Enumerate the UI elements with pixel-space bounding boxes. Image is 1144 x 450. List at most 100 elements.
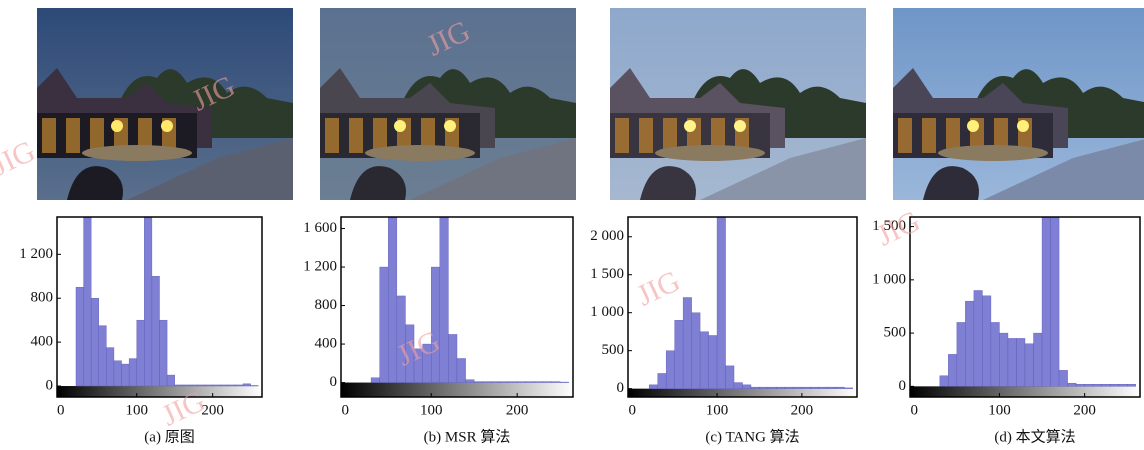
histogram-bar xyxy=(379,266,389,383)
photo xyxy=(610,8,866,200)
histogram-bar xyxy=(1092,384,1102,387)
histogram-bar xyxy=(90,298,99,387)
y-tick-label: 1 000 xyxy=(590,304,624,320)
photo xyxy=(320,8,576,200)
histogram-chart: 0 500 1 000 1 500 2 000 0 100 200 (c) TANG 算法 xyxy=(590,216,858,445)
histogram-bar xyxy=(113,360,122,387)
caption: (b) MSR 算法 xyxy=(424,427,511,445)
histogram-bar xyxy=(473,381,483,383)
y-tick-label: 800 xyxy=(31,290,54,306)
histogram-bar xyxy=(742,384,752,389)
y-tick-label: 400 xyxy=(31,334,54,350)
histogram-bar xyxy=(1050,216,1060,387)
histogram-bar xyxy=(982,295,992,387)
photo-deck xyxy=(983,139,1144,200)
photo-window xyxy=(946,118,960,153)
gray-scale-strip xyxy=(57,386,262,397)
histogram-bar xyxy=(674,320,684,389)
caption: (a) 原图 xyxy=(144,428,194,445)
x-tick-label: 200 xyxy=(1073,402,1096,418)
x-tick-label: 100 xyxy=(988,402,1011,418)
x-tick-label: 200 xyxy=(506,402,529,418)
histogram-bar xyxy=(388,216,398,383)
y-tick-label: 1 600 xyxy=(303,220,337,236)
histogram-bar xyxy=(716,216,726,389)
histogram-bar xyxy=(525,381,535,383)
histogram-bar xyxy=(649,384,658,389)
photo-window xyxy=(639,118,653,153)
histogram-bar xyxy=(999,332,1009,387)
histogram-bar xyxy=(776,386,786,389)
histogram-bar xyxy=(204,384,213,387)
histogram-bar xyxy=(551,381,561,383)
histogram-bar xyxy=(1075,384,1085,387)
watermark: JIG xyxy=(872,204,925,252)
x-tick-label: 0 xyxy=(628,402,636,418)
histogram-bar xyxy=(725,365,735,389)
histogram-bar xyxy=(83,216,92,387)
photo-window xyxy=(615,118,629,153)
photo-light xyxy=(734,120,746,132)
y-tick-label: 1 000 xyxy=(872,271,906,287)
histogram-bar xyxy=(128,358,137,387)
histogram-bar xyxy=(665,350,675,389)
histogram-bar xyxy=(801,386,811,389)
gray-scale-strip xyxy=(341,382,573,397)
histogram-bar xyxy=(1101,384,1111,387)
photo-light xyxy=(161,120,173,132)
photo-window xyxy=(349,118,363,153)
histogram-bar xyxy=(1084,384,1094,387)
gray-scale-strip xyxy=(628,388,857,397)
y-tick-label: 0 xyxy=(330,374,338,390)
histogram-bar xyxy=(682,297,692,389)
watermark: JIG xyxy=(632,264,685,312)
photos xyxy=(37,8,1144,200)
histogram-bar xyxy=(227,384,236,387)
histogram-bar xyxy=(508,381,518,383)
histogram-bar xyxy=(212,384,221,387)
histogram-bar xyxy=(965,300,975,387)
histogram-bar xyxy=(1041,216,1051,387)
y-tick-label: 2 000 xyxy=(590,228,624,244)
histogram-bar xyxy=(750,386,760,389)
gray-scale-strip xyxy=(910,386,1140,397)
histogram-bar xyxy=(818,386,828,389)
histogram-bar xyxy=(844,387,853,389)
histogram-bar xyxy=(1007,338,1017,387)
histogram-bar xyxy=(1127,384,1136,387)
photo-table xyxy=(655,145,765,161)
histogram-bar xyxy=(242,383,251,387)
y-tick-label: 0 xyxy=(899,378,907,394)
histogram-bar xyxy=(499,381,509,383)
histogram-bar xyxy=(465,379,475,383)
histogram-bar xyxy=(759,386,769,389)
photo-chairs xyxy=(923,166,979,200)
photo-deck xyxy=(700,138,866,200)
photo-window xyxy=(898,118,912,153)
y-tick-label: 0 xyxy=(46,377,54,393)
histogram-bar xyxy=(370,377,380,383)
histogram-bar xyxy=(174,384,183,387)
x-tick-label: 0 xyxy=(911,402,919,418)
histogram-bar xyxy=(973,290,983,387)
x-tick-label: 200 xyxy=(201,402,224,418)
histogram-bar xyxy=(439,216,449,383)
photo-window xyxy=(373,118,387,153)
plot-frame xyxy=(56,216,263,398)
photo-deck xyxy=(410,138,576,200)
charts: 0 400 800 1 200 0 100 200 (a) 原图 0 400 800 1 200 1 6… xyxy=(19,216,1141,445)
caption: (c) TANG 算法 xyxy=(705,427,799,445)
histogram-bar xyxy=(956,322,966,387)
histogram-bar xyxy=(827,386,836,389)
y-tick-label: 800 xyxy=(315,297,338,313)
histogram-bar xyxy=(136,319,145,387)
photo-chairs xyxy=(67,166,123,200)
histogram-bar xyxy=(456,358,466,383)
plot-frame xyxy=(909,216,1141,398)
histogram-bar xyxy=(220,384,229,387)
histogram-bar xyxy=(542,381,552,383)
watermark: JIG xyxy=(0,134,40,182)
histogram-bar xyxy=(98,325,107,387)
x-tick-label: 100 xyxy=(706,402,729,418)
photo-chairs xyxy=(350,166,406,200)
